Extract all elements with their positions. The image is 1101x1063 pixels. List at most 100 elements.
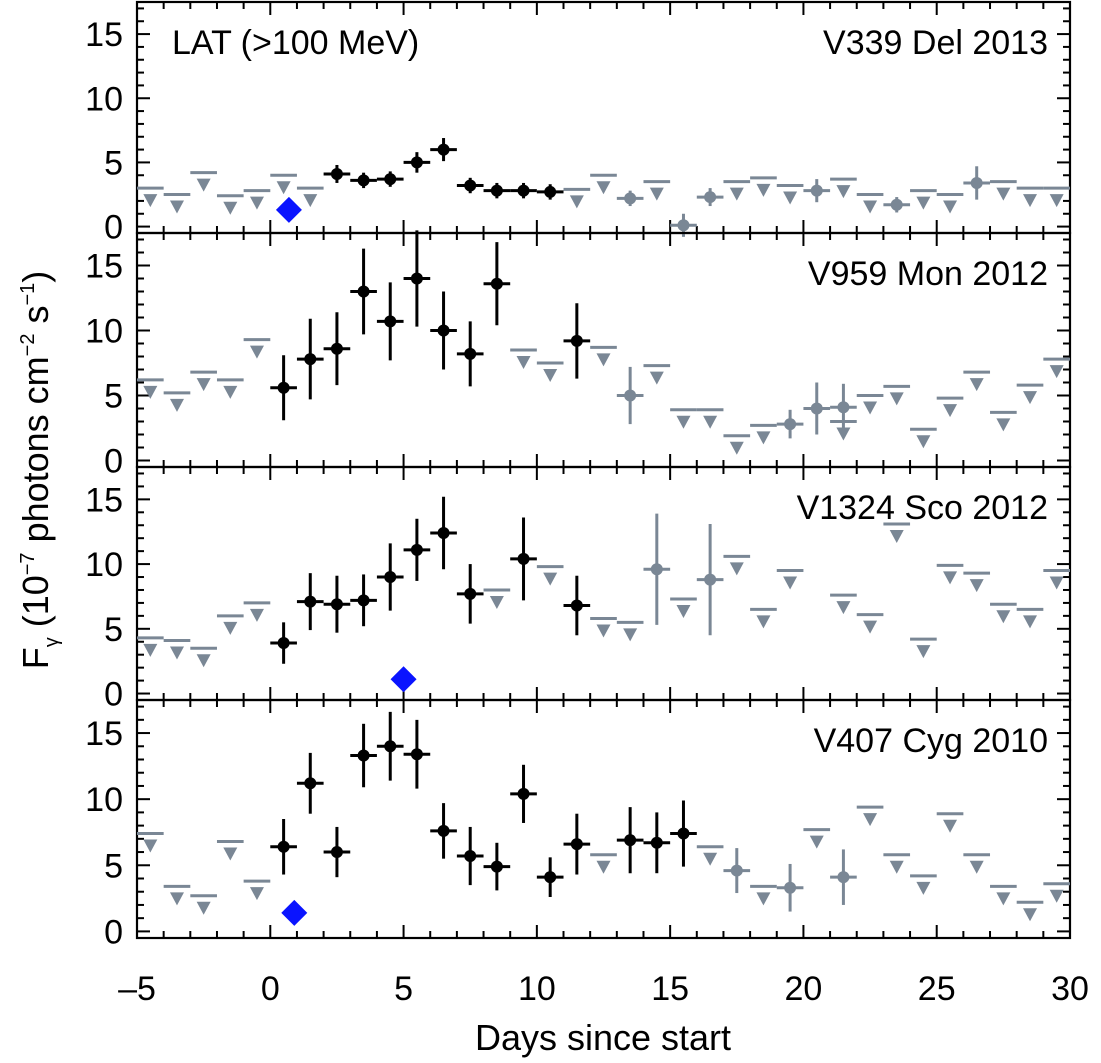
upper-limit — [1043, 357, 1070, 379]
detection-marker — [384, 173, 397, 186]
upper-limit-arrow — [729, 562, 744, 576]
upper-limit — [163, 884, 191, 906]
panel-label: V339 Del 2013 — [823, 24, 1048, 62]
upper-limit-arrow — [623, 628, 638, 642]
upper-limit — [243, 601, 271, 622]
upper-limit-arrow — [223, 621, 238, 635]
upper-limit-arrow — [143, 194, 158, 208]
upper-limit — [776, 184, 804, 205]
upper-limit-arrow — [169, 200, 184, 214]
upper-limit-arrow — [249, 345, 264, 359]
detection-marker — [570, 838, 583, 851]
detection-point — [323, 575, 351, 633]
gray-point-marker — [810, 184, 823, 197]
gray-data-point — [696, 523, 724, 636]
upper-limit-arrow — [996, 610, 1011, 624]
gray-point-marker — [810, 402, 823, 415]
upper-limit — [803, 828, 831, 849]
instrument-label: LAT (>100 MeV) — [172, 24, 419, 62]
upper-limit-arrow — [569, 195, 584, 209]
upper-limit-arrow — [196, 178, 211, 192]
detection-point — [456, 564, 484, 624]
upper-limit-arrow — [143, 643, 158, 657]
detection-marker — [544, 185, 557, 198]
y-tick-label: 10 — [85, 546, 123, 584]
y-axis-title-part: photons cm — [15, 356, 56, 552]
detection-marker — [330, 598, 343, 611]
y-axis-title-part: −1 — [17, 283, 39, 306]
detection-marker — [677, 827, 690, 840]
y-tick-label: 5 — [104, 847, 123, 885]
detection-marker — [517, 787, 530, 800]
upper-limit-arrow — [1049, 194, 1064, 208]
upper-limit — [856, 805, 884, 827]
upper-limit-arrow — [916, 196, 931, 210]
upper-limit-arrow — [596, 860, 611, 874]
upper-limit — [137, 636, 164, 657]
detection-point — [456, 177, 484, 194]
y-tick-label: 15 — [85, 248, 123, 286]
detection-marker — [490, 277, 503, 290]
upper-limit — [163, 193, 191, 214]
upper-limit — [270, 173, 297, 195]
upper-limit — [750, 607, 777, 629]
detection-point — [430, 803, 457, 859]
y-tick-label: 0 — [104, 443, 123, 481]
upper-limit-arrow — [596, 624, 611, 638]
detection-marker — [410, 543, 423, 556]
upper-limit-arrow — [596, 353, 611, 367]
gray-point-marker — [784, 418, 797, 431]
detection-point — [563, 813, 591, 875]
upper-limit-arrow — [756, 431, 771, 445]
upper-limit-arrow — [1023, 391, 1038, 405]
upper-limit-arrow — [196, 901, 211, 915]
detection-point — [456, 826, 484, 886]
detection-marker — [277, 637, 290, 650]
upper-limit-arrow — [543, 369, 558, 382]
detection-point — [430, 138, 457, 162]
upper-limit — [216, 194, 244, 215]
detection-point — [296, 573, 324, 631]
detection-point — [270, 355, 297, 421]
upper-limit-arrow — [703, 852, 718, 866]
upper-limit — [936, 563, 964, 585]
upper-limit-arrow — [649, 187, 664, 201]
upper-limit-arrow — [863, 401, 878, 415]
upper-limit — [590, 616, 617, 638]
blue-diamond-marker — [281, 899, 308, 926]
gray-point-marker — [970, 176, 983, 189]
gray-data-point — [803, 179, 831, 203]
y-tick-label: 10 — [85, 313, 123, 351]
detection-marker — [624, 834, 637, 847]
detection-marker — [277, 381, 290, 394]
y-tick-label: 15 — [85, 16, 123, 54]
upper-limit — [856, 394, 884, 415]
detection-point — [563, 575, 591, 636]
upper-limit — [1016, 186, 1044, 208]
detection-point — [430, 496, 457, 570]
upper-limit-arrow — [836, 601, 851, 615]
upper-limit — [883, 522, 911, 543]
upper-limit — [883, 384, 911, 406]
y-tick-label: 0 — [104, 209, 123, 247]
upper-limit — [616, 620, 644, 642]
upper-limit — [243, 189, 271, 210]
upper-limit — [1043, 186, 1070, 208]
upper-limit — [536, 361, 564, 382]
upper-limit-arrow — [969, 860, 984, 874]
upper-limit-arrow — [1049, 576, 1064, 590]
x-tick-label: 20 — [785, 970, 823, 1008]
y-tick-label: 15 — [85, 715, 123, 753]
panel-3: 0 5 10 15 V1324 Sco 2012 — [85, 465, 1072, 714]
upper-limit — [590, 173, 617, 195]
panel-label: V959 Mon 2012 — [808, 255, 1048, 293]
detection-marker — [357, 749, 370, 762]
upper-limit-arrow — [1049, 365, 1064, 379]
detection-point — [296, 752, 324, 814]
gray-data-point — [616, 190, 644, 207]
detection-point — [323, 164, 351, 183]
detection-point — [350, 723, 377, 788]
detection-marker — [357, 285, 370, 298]
upper-limit-arrow — [489, 595, 504, 609]
